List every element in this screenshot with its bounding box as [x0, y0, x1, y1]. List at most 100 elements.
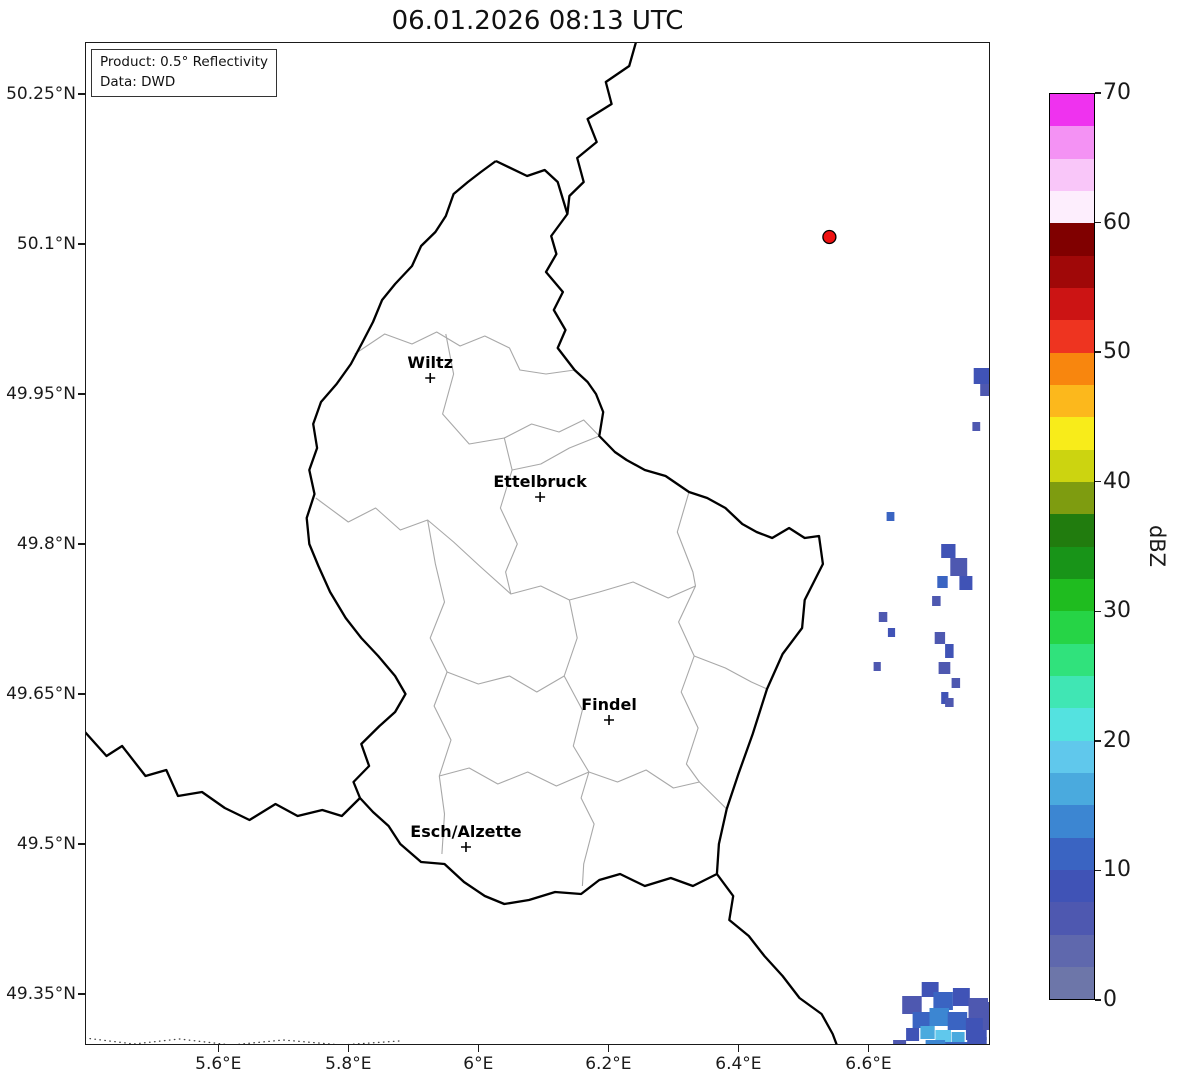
colorbar-band — [1050, 546, 1094, 579]
colorbar-tick-mark — [1095, 740, 1101, 742]
radar-echo — [941, 692, 949, 704]
radar-echo — [938, 662, 951, 674]
colorbar-tick-mark — [1095, 869, 1101, 872]
colorbar-band — [1050, 514, 1094, 547]
y-tick-mark — [78, 543, 85, 545]
colorbar-tick-mark — [1095, 221, 1101, 224]
colorbar-band — [1050, 902, 1094, 935]
colorbar-band — [1050, 805, 1094, 838]
city-marker — [535, 492, 546, 502]
radar-echo — [967, 1037, 987, 1048]
city-label: Esch/Alzette — [410, 822, 522, 841]
radar-echo — [945, 1042, 972, 1050]
x-tick-label: 5.6°E — [195, 1054, 242, 1074]
district-border — [504, 419, 600, 439]
city-label: Wiltz — [407, 353, 453, 372]
radar-echo — [945, 698, 954, 707]
colorbar-band — [1050, 578, 1094, 612]
radar-site-marker — [822, 229, 837, 245]
info-data-line: Data: DWD — [100, 73, 176, 90]
colorbar-band — [1050, 708, 1094, 741]
colorbar-band — [1050, 837, 1094, 870]
colorbar-tick-label: 50 — [1103, 339, 1131, 365]
radar-echo — [887, 628, 896, 637]
colorbar-band — [1050, 675, 1094, 709]
radar-echo — [950, 558, 968, 576]
radar-echo — [886, 512, 895, 521]
colorbar-band — [1050, 352, 1094, 385]
y-tick-mark — [78, 693, 85, 695]
y-tick-mark — [78, 993, 85, 995]
luxembourg-border — [305, 159, 825, 906]
colorbar-tick-mark — [1095, 610, 1101, 613]
y-tick-mark — [78, 393, 85, 395]
colorbar-band — [1050, 417, 1094, 450]
colorbar-band — [1050, 287, 1094, 321]
radar-echo — [945, 644, 954, 658]
x-tick-label: 6.6°E — [845, 1054, 892, 1074]
x-tick-label: 6.2°E — [585, 1054, 632, 1074]
x-tick-mark — [477, 1045, 480, 1052]
radar-echo — [934, 632, 946, 644]
district-border — [563, 599, 595, 887]
colorbar-tick-label: 30 — [1103, 598, 1131, 624]
city-marker — [604, 715, 615, 725]
colorbar-band — [1050, 255, 1094, 288]
y-tick-label: 49.8°N — [16, 534, 76, 554]
x-tick-mark — [347, 1045, 350, 1052]
radar-echo — [951, 1032, 965, 1043]
colorbar-tick-label: 60 — [1103, 209, 1131, 235]
y-tick-label: 49.95°N — [6, 384, 76, 404]
radar-echo — [935, 1030, 951, 1043]
district-border — [694, 655, 768, 690]
city-marker — [425, 373, 436, 383]
radar-echo — [878, 612, 888, 622]
colorbar-tick-label: 0 — [1103, 987, 1117, 1012]
colorbar-band — [1050, 772, 1094, 806]
info-box: Product: 0.5° Reflectivity Data: DWD — [91, 49, 277, 98]
colorbar-band — [1050, 384, 1094, 418]
radar-echo — [902, 996, 922, 1014]
info-product-line: Product: 0.5° Reflectivity — [100, 54, 268, 70]
y-tick-label: 49.5°N — [16, 834, 76, 854]
colorbar-band — [1050, 740, 1094, 773]
radar-echo — [937, 576, 948, 588]
colorbar — [1049, 93, 1095, 1000]
y-tick-label: 49.35°N — [6, 984, 76, 1004]
plot-title: 06.01.2026 08:13 UTC — [391, 6, 684, 36]
radar-echo — [982, 1002, 990, 1030]
colorbar-tick-label: 20 — [1103, 727, 1131, 753]
y-tick-label: 49.65°N — [6, 684, 76, 704]
radar-echo — [972, 422, 981, 431]
radar-echo — [906, 1028, 920, 1041]
radar-echo — [947, 1012, 968, 1030]
y-tick-mark — [78, 243, 85, 245]
district-border — [427, 519, 452, 855]
district-border — [446, 671, 565, 693]
city-label: Ettelbruck — [493, 472, 587, 491]
colorbar-tick-label: 40 — [1103, 468, 1131, 494]
radar-echo — [952, 988, 970, 1006]
x-tick-mark — [737, 1045, 740, 1052]
x-tick-label: 6°E — [463, 1054, 494, 1074]
y-tick-mark — [78, 93, 85, 95]
radar-echo — [932, 596, 941, 606]
district-border — [315, 497, 696, 601]
colorbar-tick-label: 10 — [1103, 857, 1131, 883]
district-border — [676, 491, 700, 783]
x-tick-mark — [867, 1045, 870, 1052]
radar-echo — [965, 1018, 987, 1040]
country-border — [715, 873, 839, 1047]
colorbar-band — [1050, 869, 1094, 903]
district-border — [499, 469, 518, 595]
radar-echo — [929, 1008, 949, 1026]
colorbar-band — [1050, 223, 1094, 256]
y-tick-mark — [78, 843, 85, 845]
x-tick-mark — [217, 1045, 220, 1052]
x-tick-label: 5.8°E — [325, 1054, 372, 1074]
colorbar-tick-mark — [1095, 351, 1101, 353]
radar-echo — [893, 1040, 907, 1048]
colorbar-tick-label: 70 — [1103, 80, 1131, 105]
country-border — [84, 731, 361, 822]
